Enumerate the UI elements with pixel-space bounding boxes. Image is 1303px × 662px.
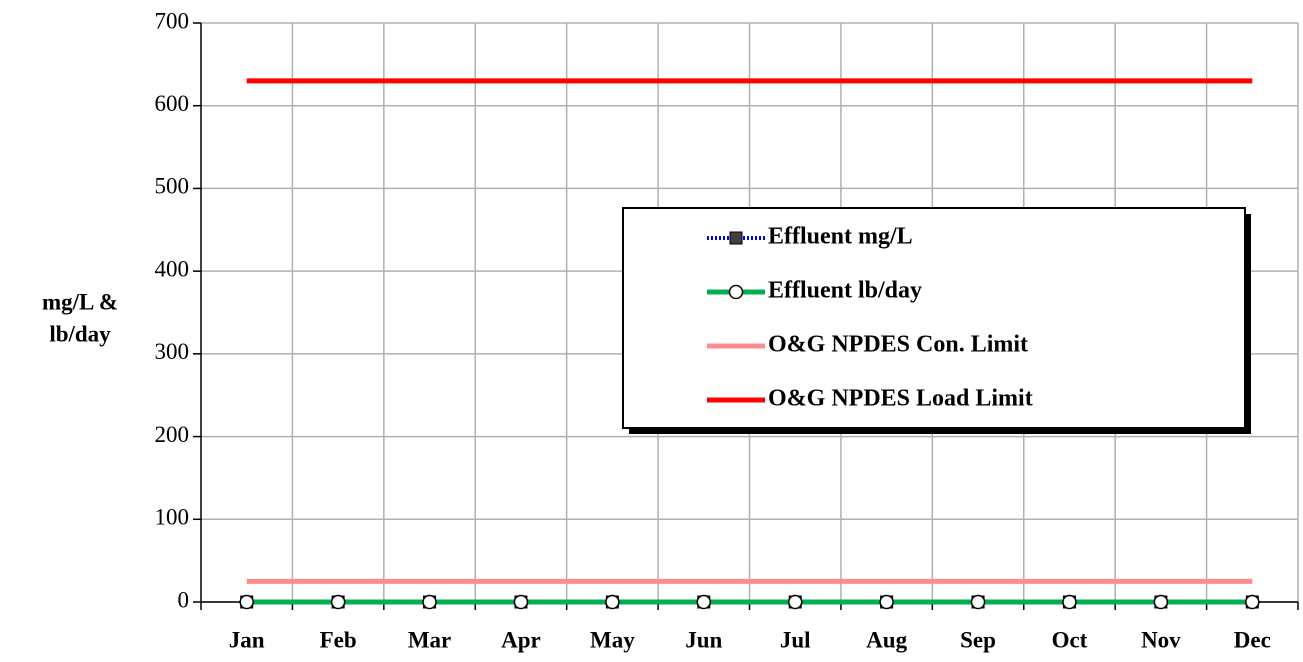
x-tick-label: May (590, 627, 635, 652)
legend-label: Effluent mg/L (768, 224, 913, 250)
y-axis-label: lb/day (49, 321, 111, 346)
legend (622, 207, 1246, 429)
x-tick-label: Dec (1234, 627, 1271, 652)
marker (879, 594, 894, 610)
y-tick-label: 100 (155, 505, 190, 530)
y-tick-label: 300 (155, 339, 190, 364)
x-tick-label: Apr (501, 627, 541, 652)
y-tick-label: 0 (178, 587, 190, 612)
marker (239, 594, 254, 610)
marker (1245, 594, 1260, 610)
marker (1062, 594, 1077, 610)
marker (729, 231, 743, 245)
marker (513, 594, 529, 610)
x-tick-label: Sep (960, 627, 996, 652)
y-tick-label: 500 (155, 174, 190, 199)
x-tick-label: Nov (1141, 627, 1181, 652)
marker (1153, 594, 1169, 610)
y-tick-label: 700 (155, 8, 190, 33)
marker (605, 594, 620, 610)
marker (422, 594, 437, 610)
marker (970, 594, 986, 610)
legend-label: O&G NPDES Load Limit (768, 386, 1033, 412)
x-tick-label: Jul (780, 627, 811, 652)
marker (787, 594, 803, 610)
marker (696, 594, 712, 610)
x-tick-label: Feb (320, 627, 357, 652)
y-tick-label: 200 (155, 422, 190, 447)
x-tick-label: Aug (866, 627, 907, 652)
marker (728, 284, 744, 300)
x-tick-label: Mar (408, 627, 451, 652)
x-tick-label: Oct (1052, 627, 1088, 652)
y-tick-label: 400 (155, 256, 190, 281)
y-tick-label: 600 (155, 91, 190, 116)
y-axis-label: mg/L & (42, 289, 118, 314)
legend-label: O&G NPDES Con. Limit (768, 332, 1028, 358)
legend-label: Effluent lb/day (768, 278, 922, 304)
x-tick-label: Jan (229, 627, 265, 652)
x-tick-label: Jun (685, 627, 722, 652)
marker (330, 594, 346, 610)
